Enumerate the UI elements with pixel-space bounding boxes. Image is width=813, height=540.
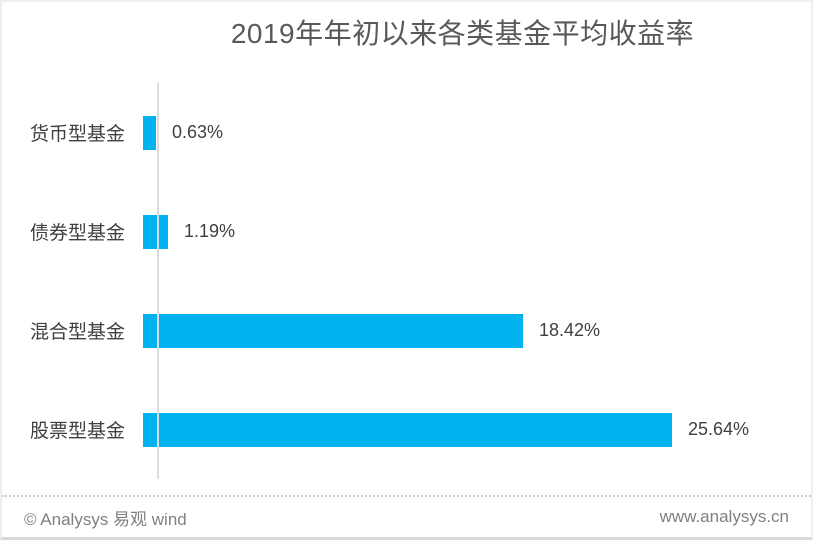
- value-label: 0.63%: [172, 122, 224, 142]
- bar-row-hybrid-fund: 混合型基金 18.42%: [2, 281, 811, 380]
- value-label: 18.42%: [539, 320, 601, 340]
- chart-title: 2019年年初以来各类基金平均收益率: [230, 18, 695, 49]
- footer-website-link[interactable]: www.analysys.cn: [659, 507, 789, 526]
- value-label: 25.64%: [688, 419, 750, 439]
- category-label: 股票型基金: [29, 421, 125, 442]
- bar-row-equity-fund: 股票型基金 25.64%: [2, 380, 811, 479]
- bar-row-bond-fund: 债券型基金 1.19%: [2, 182, 811, 281]
- category-label: 债券型基金: [29, 223, 125, 244]
- bar-money-fund: [143, 115, 156, 150]
- bar-equity-fund: [143, 412, 672, 447]
- footer-source-credit: © Analysys 易观 wind: [24, 509, 187, 529]
- bar-row-money-fund: 货币型基金 0.63%: [2, 83, 811, 182]
- bar-bond-fund: [143, 214, 168, 249]
- footer: © Analysys 易观 wind www.analysys.cn: [2, 495, 811, 537]
- bar-chart: 货币型基金 0.63% 债券型基金 1.19% 混合型基金 18.42% 股票型…: [2, 83, 811, 479]
- bar-hybrid-fund: [143, 313, 523, 348]
- category-label: 货币型基金: [29, 124, 125, 145]
- category-label: 混合型基金: [29, 322, 125, 343]
- y-axis-line: [157, 83, 159, 479]
- value-label: 1.19%: [184, 221, 236, 241]
